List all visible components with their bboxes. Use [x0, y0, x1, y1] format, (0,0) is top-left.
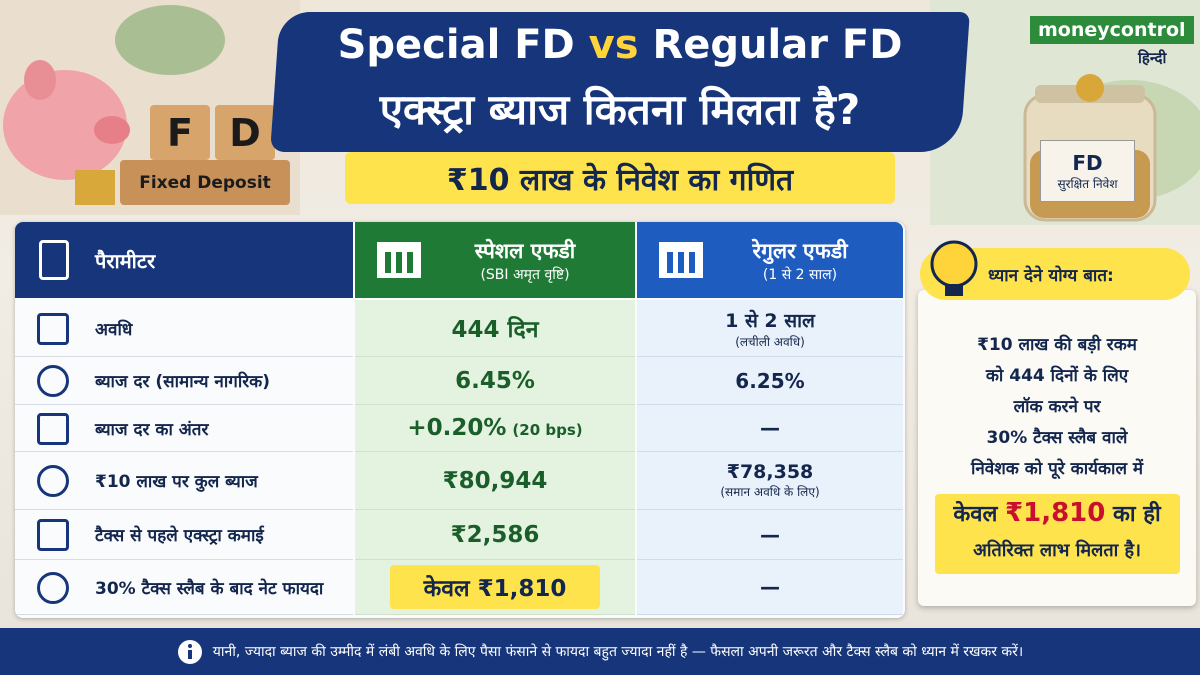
- row-label: ब्याज दर (सामान्य नागरिक): [95, 372, 271, 392]
- regular-value: 6.25%: [735, 368, 805, 393]
- row-label-cell: टैक्स से पहले एक्स्ट्रा कमाई: [15, 510, 353, 560]
- special-value: ₹2,586: [450, 521, 540, 548]
- row-label: अवधि: [95, 319, 133, 340]
- row-label-cell: 30% टैक्स स्लैब के बाद नेट फायदा: [15, 560, 353, 615]
- special-value: +0.20%: [407, 415, 507, 441]
- column-header: पैरामीटर: [15, 222, 353, 298]
- note-highlight-bg: [935, 494, 1180, 574]
- regular-cell: —: [637, 405, 903, 452]
- regular-note: (लचीली अवधि): [735, 334, 805, 349]
- special-cell: 444 दिन: [355, 300, 635, 357]
- decor-left: [0, 0, 300, 215]
- note-last: अतिरिक्त लाभ मिलता है।: [973, 540, 1141, 561]
- row-icon: [37, 519, 69, 551]
- row-icon: [37, 312, 69, 345]
- note-line: 30% टैक्स स्लैब वाले: [986, 428, 1128, 448]
- row-label: 30% टैक्स स्लैब के बाद नेट फायदा: [95, 578, 324, 599]
- row-label-cell: अवधि: [15, 300, 353, 357]
- regular-note: (समान अवधि के लिए): [720, 485, 820, 499]
- special-cell: 6.45%: [355, 357, 635, 405]
- special-wrap: ₹2,586: [451, 522, 540, 548]
- title-part: vs: [588, 22, 639, 68]
- block-label: Fixed Deposit: [139, 172, 271, 193]
- title-part: Special FD: [337, 22, 589, 68]
- column-header: स्पेशल एफडी (SBI अमृत वृष्टि): [355, 222, 635, 298]
- footer: यानी, ज्यादा ब्याज की उम्मीद में लंबी अव…: [0, 628, 1200, 675]
- regular-cell: ₹78,358 (समान अवधि के लिए): [637, 452, 903, 510]
- special-value: 444 दिन: [451, 317, 539, 343]
- regular-cell: 1 से 2 साल (लचीली अवधि): [637, 300, 903, 357]
- regular-value: —: [760, 522, 780, 547]
- row-label-cell: ब्याज दर का अंतर: [15, 405, 353, 452]
- clipboard-icon: [39, 240, 69, 280]
- special-wrap: +0.20% (20 bps): [407, 415, 582, 441]
- footer-text: यानी, ज्यादा ब्याज की उम्मीद में लंबी अव…: [212, 644, 1024, 660]
- note-line: को 444 दिनों के लिए: [985, 366, 1129, 386]
- title-line1: Special FD vs Regular FD: [275, 22, 965, 68]
- special-cell: ₹2,586: [355, 510, 635, 560]
- brand-logo: moneycontrol: [1030, 16, 1194, 44]
- row-label-cell: ब्याज दर (सामान्य नागरिक): [15, 357, 353, 405]
- column-title: रेगुलर एफडी: [752, 238, 848, 263]
- regular-cell: —: [637, 560, 903, 615]
- regular-value: —: [760, 416, 780, 440]
- special-value: ₹80,944: [442, 467, 548, 494]
- special-wrap: ₹80,944: [443, 468, 548, 494]
- regular-value: ₹78,358: [726, 461, 814, 483]
- title-part: Regular FD: [638, 22, 903, 68]
- note-part: का ही: [1105, 502, 1161, 527]
- block-letter: D: [229, 110, 261, 155]
- special-value: केवल ₹1,810: [423, 576, 567, 602]
- row-icon: [37, 571, 69, 604]
- info-icon: [177, 639, 202, 664]
- special-cell: +0.20% (20 bps): [355, 405, 635, 452]
- column-sub: (SBI अमृत वृष्टि): [480, 266, 570, 283]
- bank-icon: [659, 242, 703, 278]
- comparison-table: पैरामीटर स्पेशल एफडी (SBI अमृत वृष्टि) रेगु…: [15, 222, 905, 618]
- jar-label: FD सुरक्षित निवेश: [1040, 140, 1135, 202]
- row-icon: [37, 412, 69, 445]
- row-label: ब्याज दर का अंतर: [95, 419, 209, 440]
- column-title: स्पेशल एफडी: [474, 238, 576, 263]
- block-letter: F: [167, 110, 193, 155]
- bank-icon: [377, 242, 421, 278]
- regular-cell: 6.25%: [637, 357, 903, 405]
- column-sub: (1 से 2 साल): [762, 266, 838, 283]
- special-cell: केवल ₹1,810: [355, 560, 635, 615]
- note-line: निवेशक को पूरे कार्यकाल में: [970, 459, 1144, 479]
- brand-sub: हिन्दी: [1138, 49, 1167, 67]
- jar-sub: सुरक्षित निवेश: [1057, 176, 1118, 191]
- jar-title: FD: [1072, 150, 1103, 175]
- column-header: रेगुलर एफडी (1 से 2 साल): [637, 222, 903, 298]
- note-line: ₹10 लाख की बड़ी रकम: [977, 335, 1137, 355]
- row-icon: [37, 365, 69, 397]
- column-title: पैरामीटर: [95, 248, 156, 273]
- bulb-icon: [930, 240, 978, 296]
- special-note: (20 bps): [512, 421, 583, 439]
- row-label: ₹10 लाख पर कुल ब्याज: [95, 472, 258, 492]
- row-label-cell: ₹10 लाख पर कुल ब्याज: [15, 452, 353, 510]
- note-line: लॉक करने पर: [1013, 397, 1101, 417]
- special-wrap: 444 दिन: [452, 312, 539, 344]
- title-line2: एक्स्ट्रा ब्याज कितना मिलता है?: [379, 85, 861, 134]
- regular-cell: —: [637, 510, 903, 560]
- note-part: ₹1,810: [1005, 498, 1106, 528]
- note-highlight: केवल ₹1,810 का ही: [918, 498, 1196, 528]
- row-icon: [37, 465, 69, 497]
- special-wrap: 6.45%: [455, 368, 535, 394]
- subtitle: ₹10 लाख के निवेश का गणित: [345, 152, 895, 204]
- special-cell: ₹80,944: [355, 452, 635, 510]
- note-body: ₹10 लाख की बड़ी रकम को 444 दिनों के लिए लॉ…: [918, 330, 1196, 485]
- special-value: 6.45%: [455, 367, 535, 394]
- special-wrap: केवल ₹1,810: [389, 565, 601, 609]
- regular-value: —: [760, 575, 780, 599]
- note-part: केवल: [953, 502, 1006, 527]
- row-label: टैक्स से पहले एक्स्ट्रा कमाई: [95, 526, 264, 546]
- regular-value: 1 से 2 साल: [725, 309, 815, 332]
